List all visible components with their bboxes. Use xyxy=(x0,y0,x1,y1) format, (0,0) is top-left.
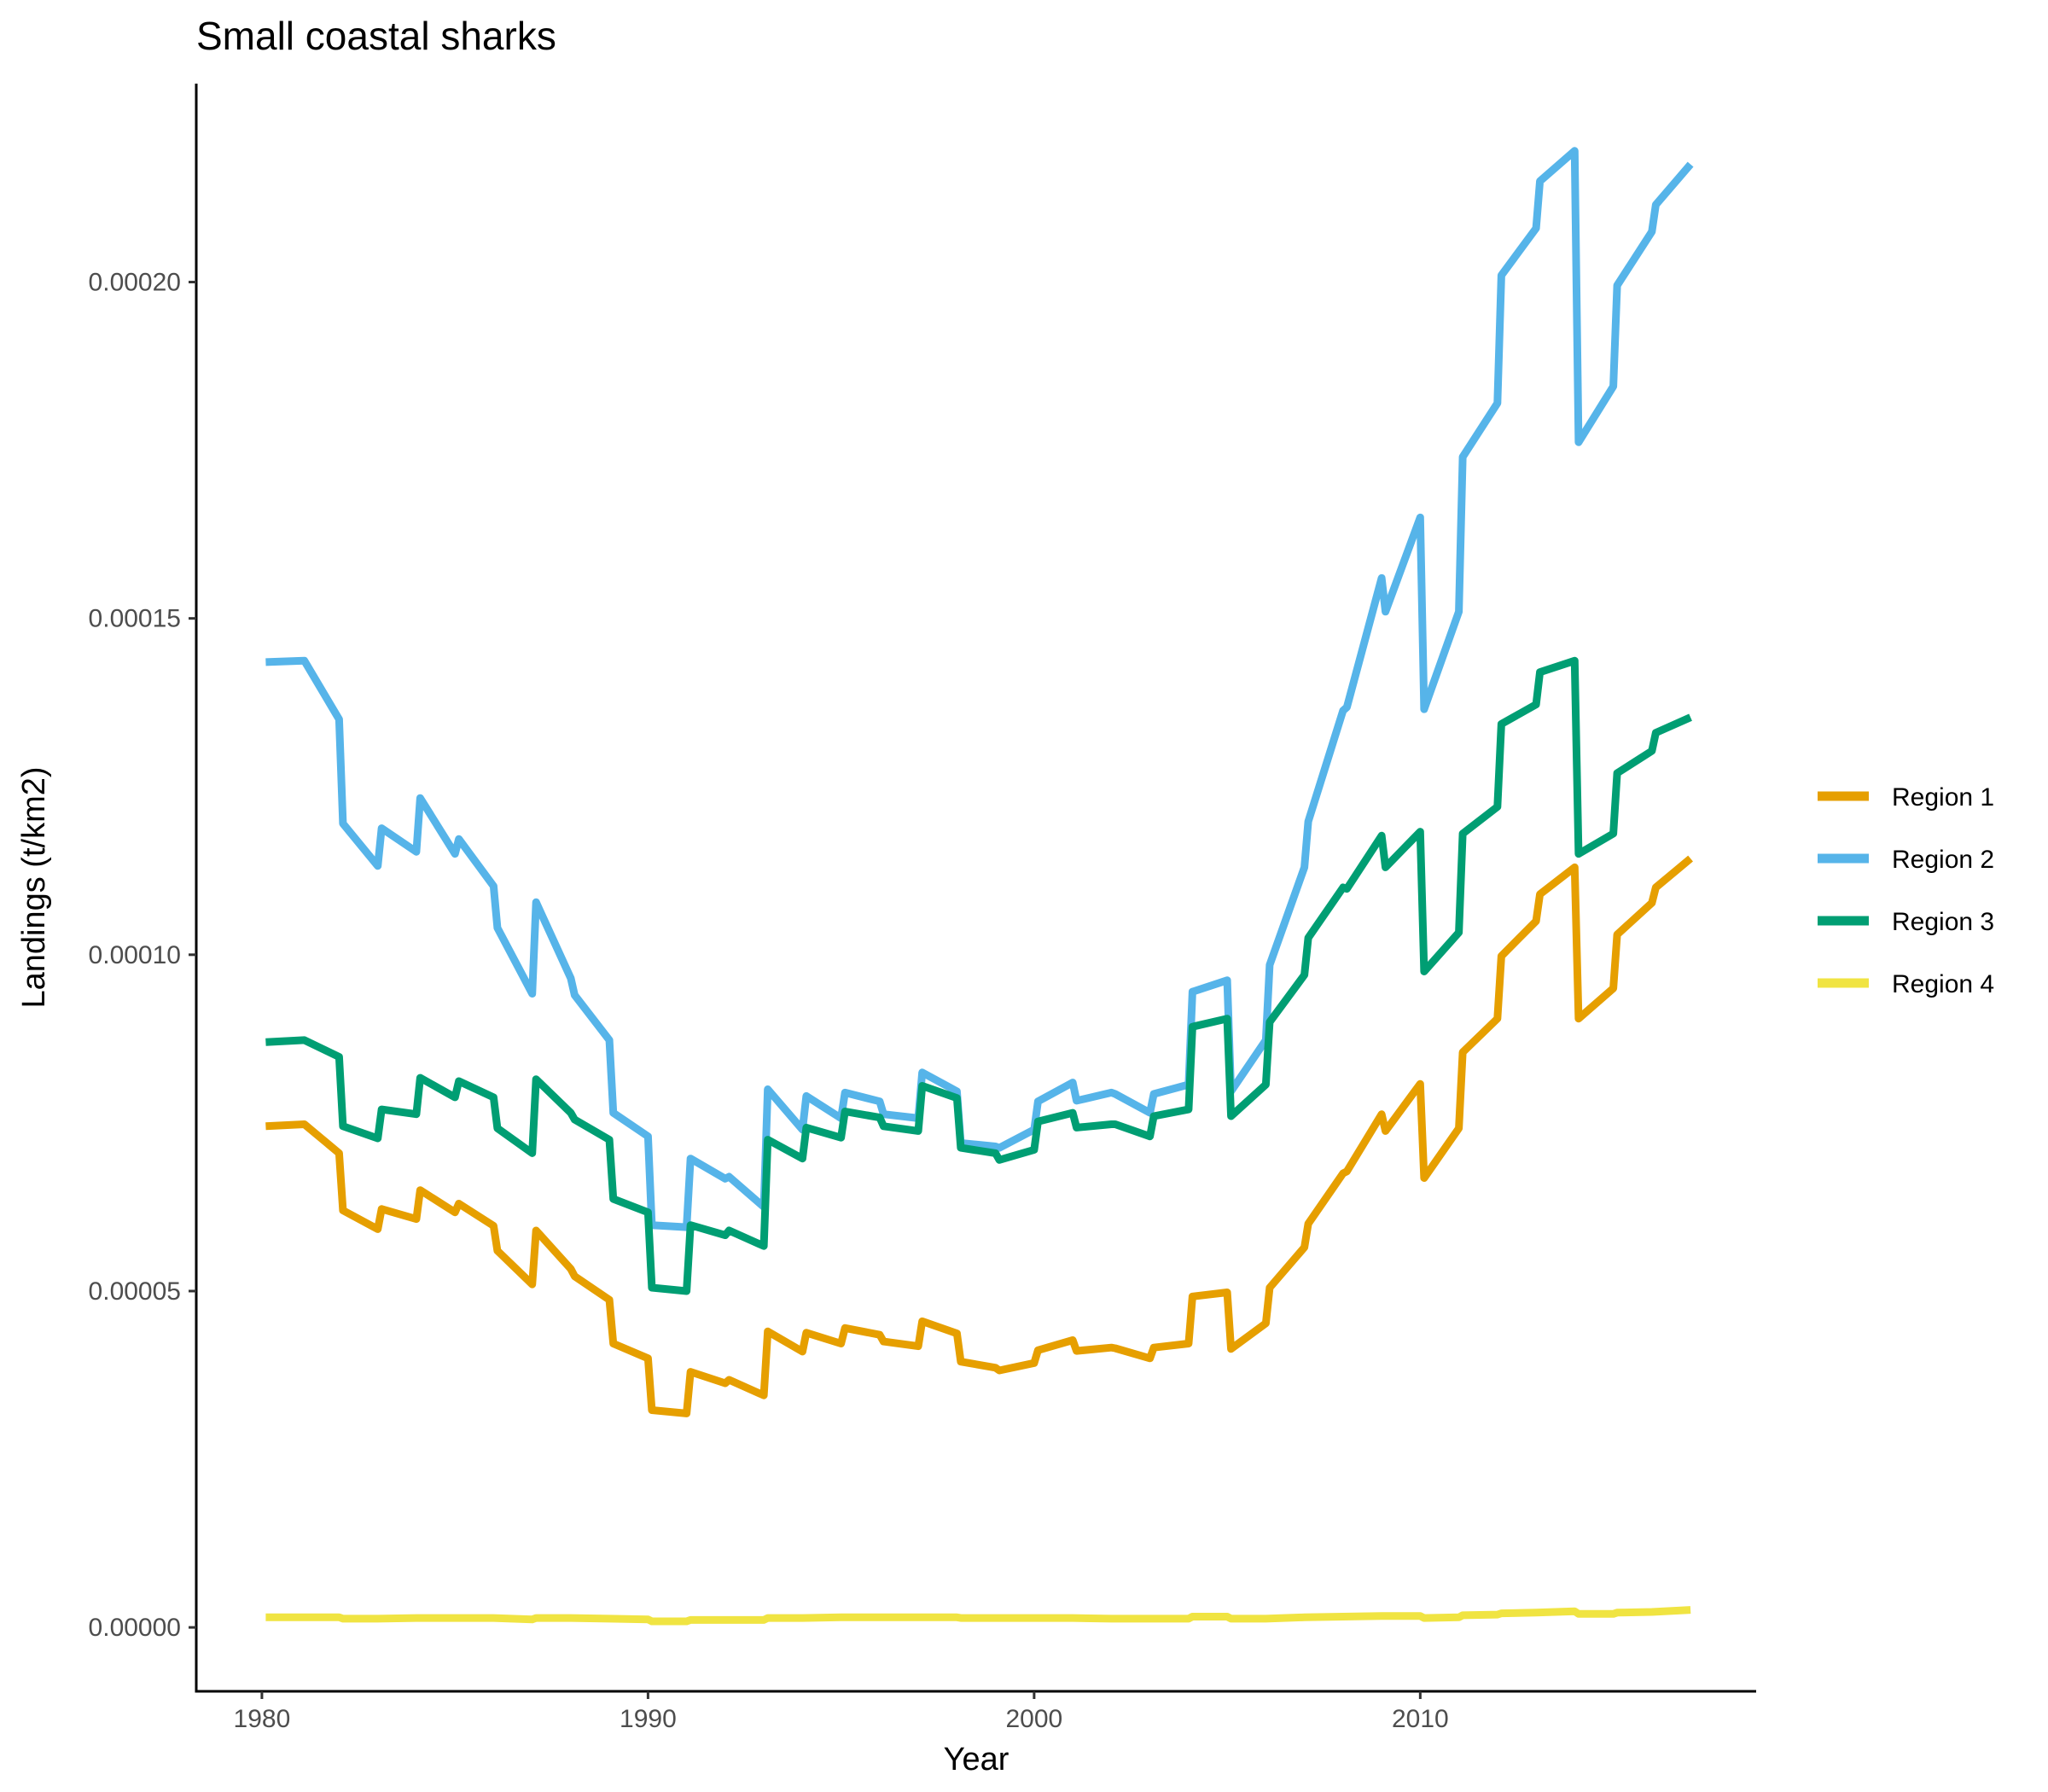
x-tick-label: 1990 xyxy=(620,1705,677,1733)
y-tick-label: 0.00000 xyxy=(89,1614,181,1642)
legend-label-region-2: Region 2 xyxy=(1892,846,1994,874)
legend-label-region-4: Region 4 xyxy=(1892,970,1994,998)
x-axis-ticks: 1980 1990 2000 2010 xyxy=(234,1691,1449,1733)
y-tick-label: 0.00020 xyxy=(89,269,181,297)
x-tick-label: 2010 xyxy=(1392,1705,1449,1733)
x-tick-label: 2000 xyxy=(1005,1705,1062,1733)
y-tick-label: 0.00015 xyxy=(89,605,181,633)
y-tick-label: 0.00005 xyxy=(89,1277,181,1306)
series-line-region-2 xyxy=(265,147,1694,1231)
series-layer xyxy=(265,147,1694,1626)
series-line-region-3 xyxy=(265,656,1692,1295)
legend: Region 1 Region 2 Region 3 Region 4 xyxy=(1818,783,1994,998)
x-tick-label: 1980 xyxy=(234,1705,291,1733)
y-tick-label: 0.00010 xyxy=(89,941,181,969)
series-line-region-4 xyxy=(265,1606,1691,1626)
x-axis-title: Year xyxy=(944,1742,1009,1777)
legend-label-region-1: Region 1 xyxy=(1892,783,1994,812)
y-axis-ticks: 0.00000 0.00005 0.00010 0.00015 0.00020 xyxy=(89,269,196,1642)
y-axis-title: Landings (t/km2) xyxy=(16,766,52,1008)
legend-label-region-3: Region 3 xyxy=(1892,908,1994,936)
series-line-region-1 xyxy=(265,855,1693,1417)
chart-title: Small coastal sharks xyxy=(196,14,556,58)
